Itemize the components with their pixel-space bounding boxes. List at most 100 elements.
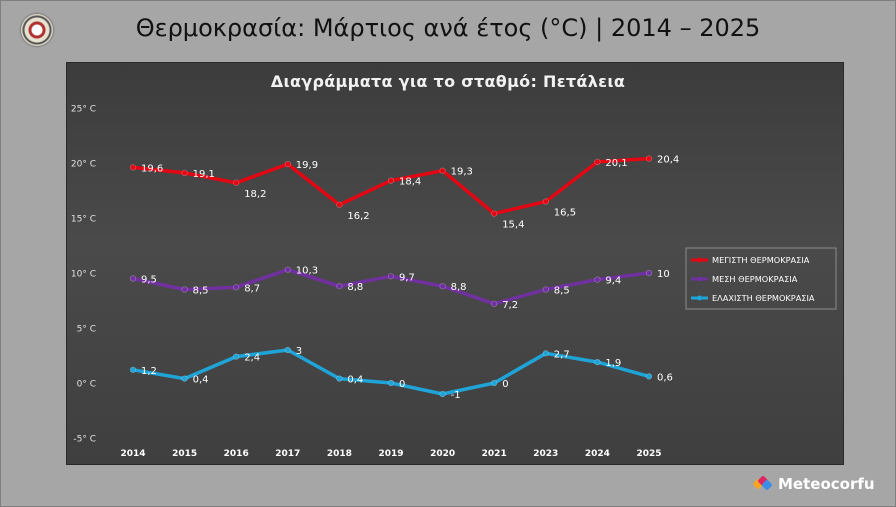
y-tick-label: 0° C bbox=[77, 380, 96, 390]
data-label: 0 bbox=[502, 379, 508, 390]
legend-marker bbox=[697, 257, 702, 263]
y-tick-label: 5° C bbox=[77, 325, 96, 335]
x-tick-label: 2017 bbox=[275, 449, 300, 459]
data-label: 0,4 bbox=[193, 375, 209, 386]
data-point bbox=[491, 210, 498, 217]
x-tick-label: 2016 bbox=[224, 449, 249, 459]
data-label: 10,3 bbox=[296, 266, 318, 277]
data-point bbox=[542, 198, 549, 205]
data-label: 1,2 bbox=[141, 366, 157, 377]
data-point bbox=[439, 390, 446, 398]
data-point bbox=[336, 201, 343, 208]
series-line bbox=[131, 156, 651, 216]
data-label: 2,7 bbox=[554, 349, 570, 360]
data-point bbox=[284, 346, 291, 354]
y-tick-label: 10° C bbox=[71, 270, 96, 280]
data-label: 18,4 bbox=[399, 177, 421, 188]
station-logo-icon bbox=[21, 14, 53, 46]
data-label: 16,5 bbox=[554, 208, 576, 219]
data-label: 19,1 bbox=[193, 169, 215, 180]
data-label: 0 bbox=[399, 379, 405, 390]
data-label: 8,8 bbox=[451, 282, 467, 293]
data-point bbox=[336, 283, 343, 290]
y-tick-label: 15° C bbox=[71, 215, 96, 225]
legend-marker bbox=[697, 295, 702, 301]
x-tick-label: 2015 bbox=[172, 449, 197, 459]
legend-box bbox=[685, 247, 837, 310]
data-point bbox=[439, 167, 446, 174]
data-point bbox=[129, 366, 137, 373]
data-point bbox=[129, 164, 137, 171]
x-tick-label: 2023 bbox=[533, 449, 558, 459]
data-point bbox=[645, 155, 653, 162]
data-point bbox=[491, 300, 498, 307]
x-tick-label: 2018 bbox=[327, 449, 352, 459]
data-label: 10 bbox=[657, 269, 670, 280]
data-point bbox=[129, 275, 137, 282]
x-tick-label: 2014 bbox=[120, 449, 145, 459]
data-point bbox=[542, 286, 549, 293]
data-label: 7,2 bbox=[502, 300, 518, 311]
data-point bbox=[594, 158, 601, 165]
data-label: 0,4 bbox=[347, 375, 363, 386]
data-label: 19,3 bbox=[451, 167, 473, 178]
data-point bbox=[284, 266, 291, 273]
legend-label: ΕΛΑΧΙΣΤΗ ΘΕΡΜΟΚΡΑΣΙΑ bbox=[712, 293, 815, 303]
data-label: 8,7 bbox=[244, 283, 260, 294]
x-tick-label: 2020 bbox=[430, 449, 455, 459]
meteocorfu-logo-icon bbox=[752, 475, 773, 491]
data-point bbox=[594, 276, 601, 283]
page-title: Θερμοκρασία: Μάρτιος ανά έτος (°C) | 201… bbox=[135, 14, 761, 42]
data-point bbox=[233, 353, 240, 360]
data-point bbox=[439, 283, 446, 290]
data-label: 8,8 bbox=[347, 282, 363, 293]
data-label: 19,6 bbox=[141, 163, 163, 174]
data-point bbox=[181, 286, 188, 293]
series-line bbox=[131, 348, 651, 396]
legend-label: ΜΕΣΗ ΘΕΡΜΟΚΡΑΣΙΑ bbox=[712, 274, 798, 284]
data-label: 1,9 bbox=[605, 358, 621, 369]
data-point bbox=[645, 373, 653, 380]
data-point bbox=[542, 350, 549, 357]
data-label: 20,4 bbox=[657, 155, 679, 166]
data-point bbox=[594, 359, 601, 366]
data-label: 3 bbox=[296, 346, 302, 357]
legend-label: ΜΕΓΙΣΤΗ ΘΕΡΜΟΚΡΑΣΙΑ bbox=[712, 255, 810, 265]
brand-name: Meteocorfu bbox=[778, 475, 875, 493]
data-point bbox=[387, 273, 395, 280]
data-label: 15,4 bbox=[502, 220, 524, 231]
x-tick-label: 2025 bbox=[636, 449, 661, 459]
data-label: 8,5 bbox=[554, 286, 570, 297]
plot-panel bbox=[67, 63, 843, 464]
data-label: 19,9 bbox=[296, 160, 318, 171]
data-label: 9,5 bbox=[141, 275, 157, 286]
data-point bbox=[181, 169, 188, 176]
data-point bbox=[181, 375, 188, 382]
data-label: 18,2 bbox=[244, 189, 266, 200]
brand: Meteocorfu bbox=[752, 474, 875, 494]
legend-marker bbox=[697, 276, 702, 282]
y-tick-label: 25° C bbox=[71, 105, 96, 115]
data-point bbox=[284, 161, 291, 168]
data-label: 9,4 bbox=[605, 276, 621, 287]
x-tick-label: 2024 bbox=[585, 449, 610, 459]
y-tick-label: 20° C bbox=[71, 160, 96, 170]
data-label: 20,1 bbox=[605, 158, 627, 169]
x-tick-label: 2019 bbox=[378, 449, 403, 459]
data-point bbox=[491, 379, 498, 387]
data-label: 8,5 bbox=[193, 286, 209, 297]
data-point bbox=[387, 379, 395, 387]
chart-title: Διαγράμματα για το σταθμό: Πετάλεια bbox=[270, 72, 626, 91]
data-point bbox=[645, 269, 653, 277]
data-point bbox=[387, 177, 395, 184]
x-tick-label: 2021 bbox=[482, 449, 507, 459]
data-label: 0,6 bbox=[657, 372, 673, 383]
data-label: -1 bbox=[451, 390, 461, 401]
data-point bbox=[233, 284, 240, 291]
data-point bbox=[233, 179, 240, 186]
data-label: 2,4 bbox=[244, 353, 260, 364]
y-tick-label: -5° C bbox=[73, 435, 96, 445]
data-label: 9,7 bbox=[399, 272, 415, 283]
data-label: 16,2 bbox=[347, 211, 369, 222]
